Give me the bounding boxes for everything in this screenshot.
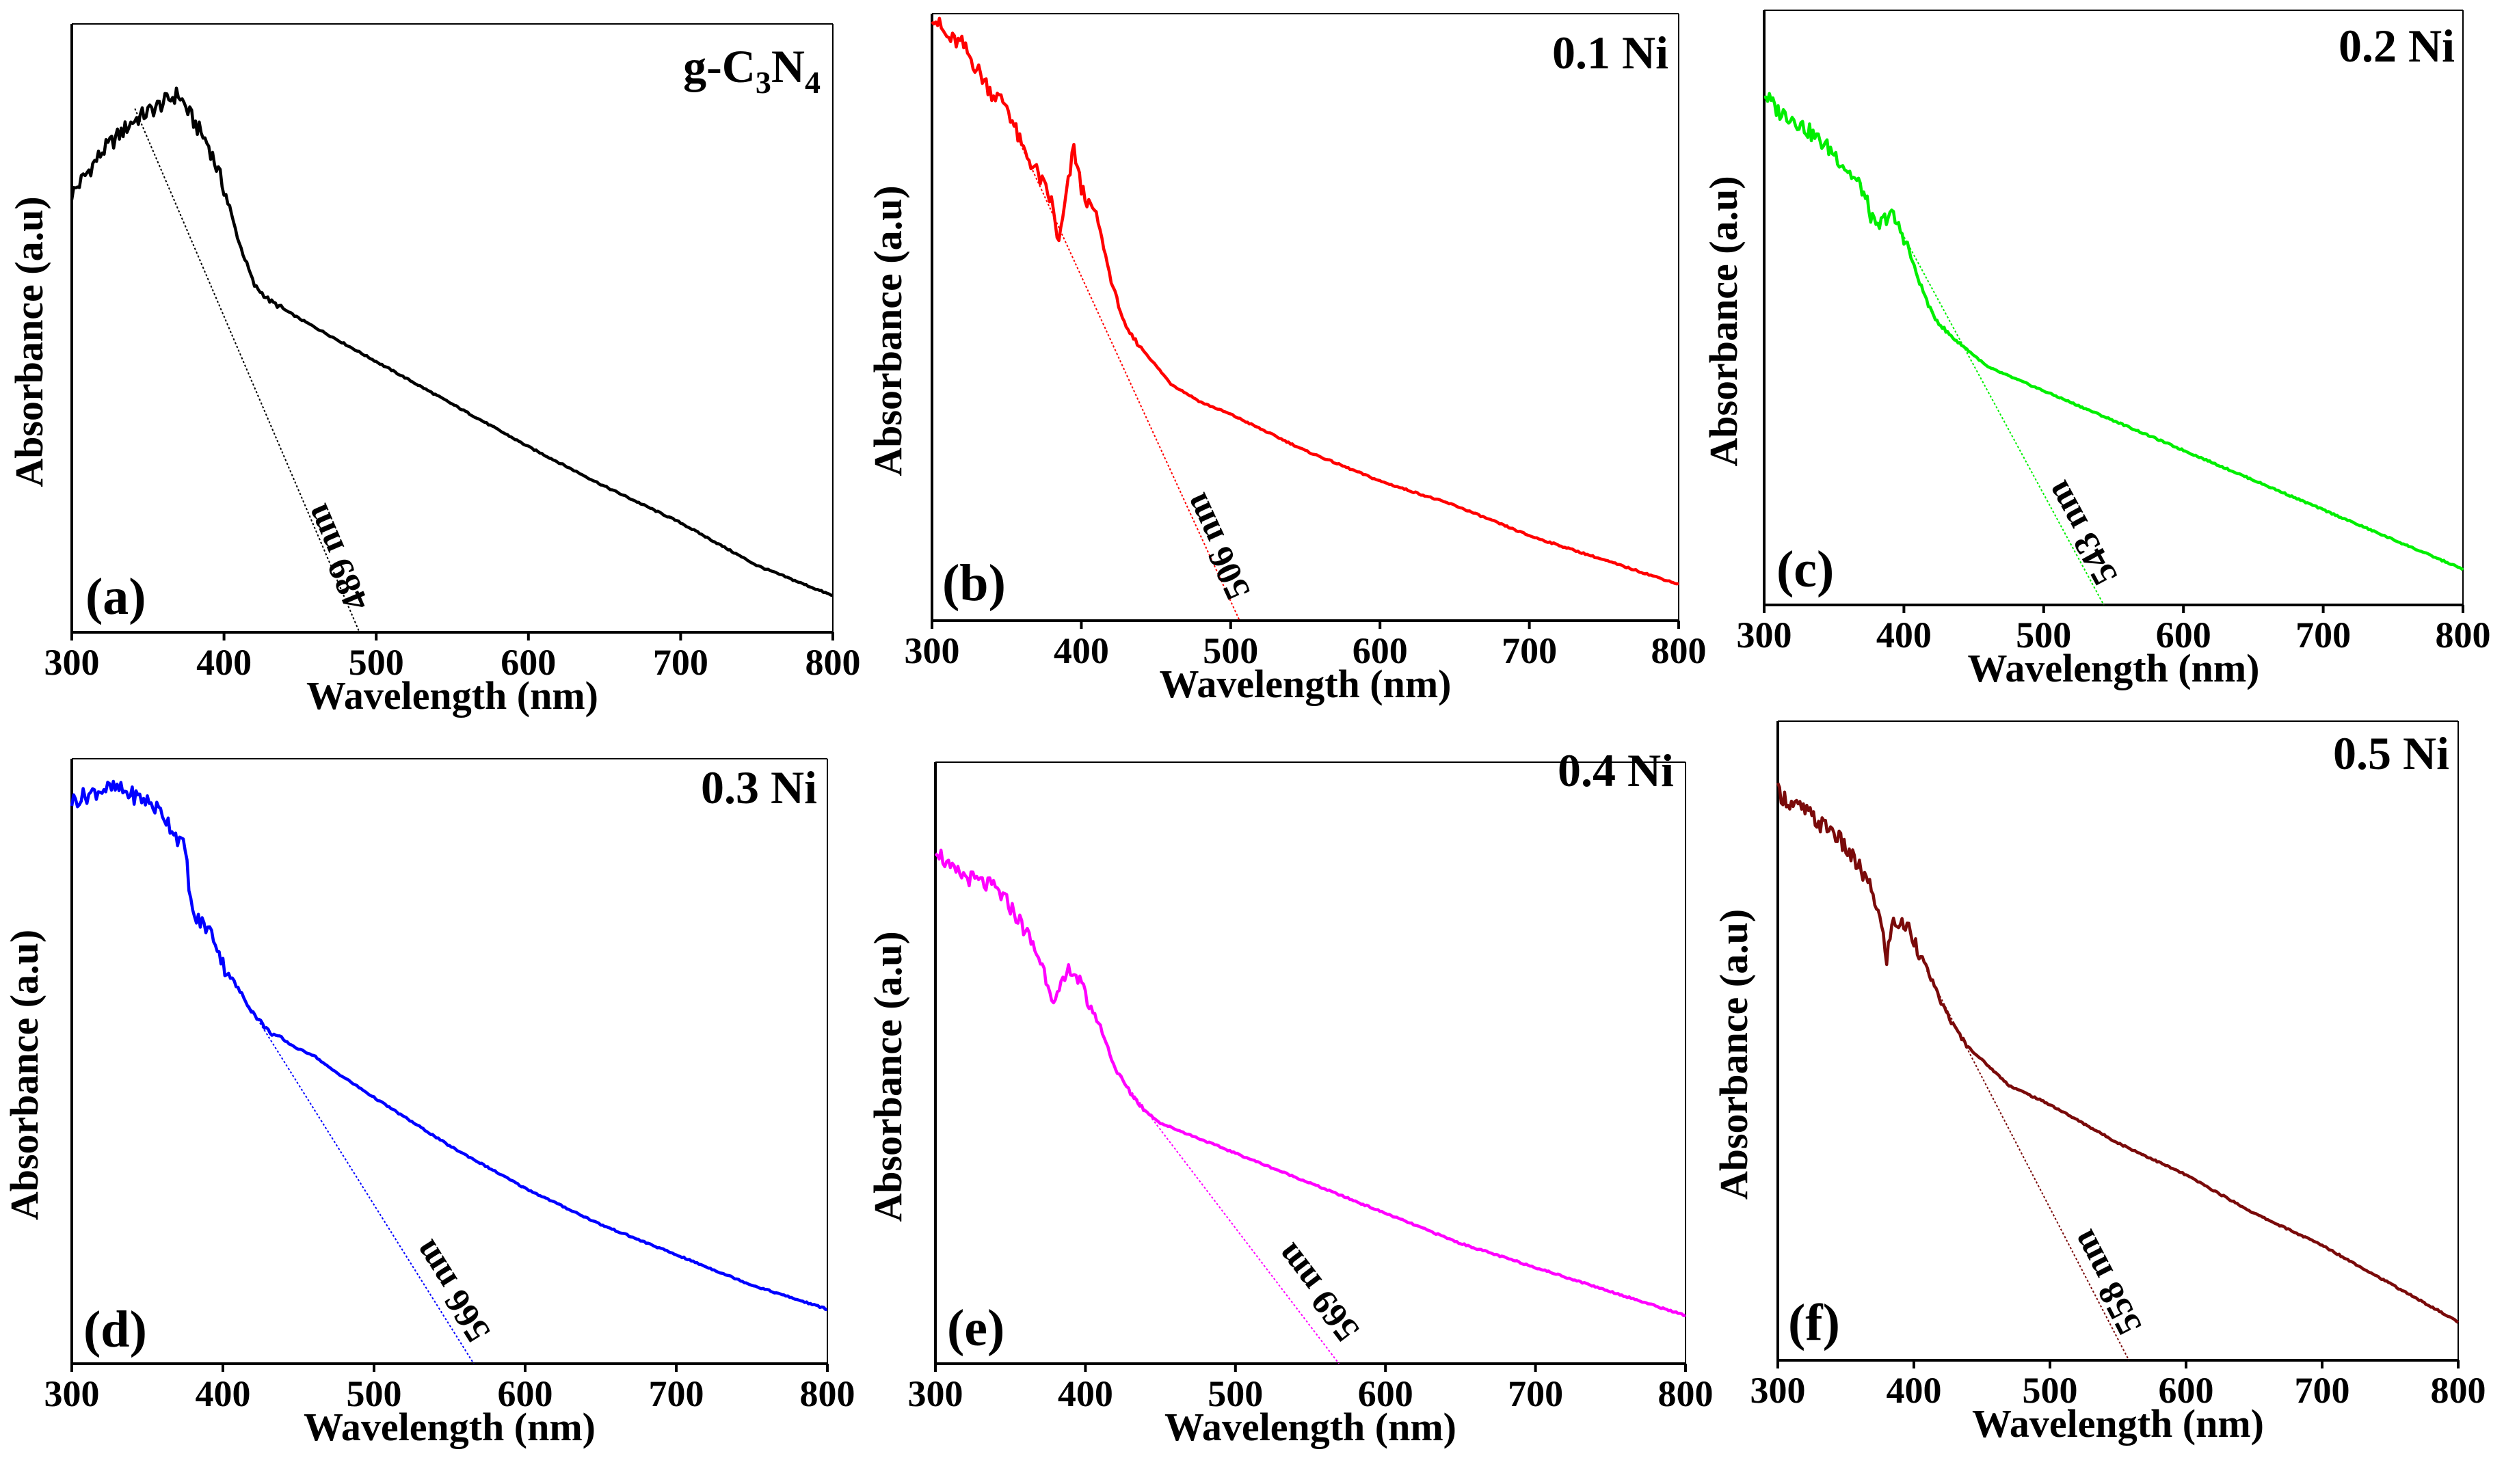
x-tick-label: 300 [44, 642, 100, 683]
panel-e: 300 400 500 600 700 800 Wavelength (nm) Absorba… [866, 744, 1714, 1449]
panel-letter: (c) [1776, 541, 1834, 598]
absorption-edge-tangent [1114, 1069, 1340, 1364]
x-tick-label: 800 [1658, 1373, 1714, 1414]
x-axis-title: Wavelength (nm) [1160, 662, 1452, 706]
absorption-edge-tangent [248, 1005, 475, 1364]
absorption-edge-tangent [1926, 970, 2130, 1361]
panel-b: 300 400 500 600 700 800 Wavelength (nm) Absorba… [866, 13, 1707, 706]
x-tick-label: 500 [2016, 615, 2071, 656]
x-tick-label: 300 [905, 630, 960, 671]
x-tick-label: 700 [2295, 1370, 2350, 1411]
absorbance-spectrum-line [931, 16, 1679, 586]
sample-label: 0.3 Ni [701, 761, 817, 813]
sample-label: 0.2 Ni [2339, 20, 2455, 72]
panel-c: 300 400 500 600 700 800 Wavelength (nm) Absorba… [1701, 10, 2491, 690]
panel-letter: (f) [1788, 1294, 1840, 1351]
panel-d: 300 400 500 600 700 800 Wavelength (nm) Absorba… [2, 758, 855, 1449]
y-axis-title: Absorbance (a.u) [2, 930, 46, 1220]
y-axis-title: Absorbance (a.u) [1711, 909, 1756, 1200]
absorption-edge-label: 506 nm [1176, 487, 1258, 605]
x-tick-label: 500 [349, 642, 404, 683]
x-tick-label: 400 [1054, 630, 1109, 671]
x-axis-title: Wavelength (nm) [1968, 646, 2260, 690]
x-tick-label: 600 [2159, 1370, 2214, 1411]
x-tick-label: 400 [1887, 1370, 1942, 1411]
panel-letter: (d) [83, 1301, 147, 1358]
x-axis-title: Wavelength (nm) [304, 1405, 596, 1449]
x-tick-label: 800 [805, 642, 861, 683]
x-tick-label: 800 [1651, 630, 1707, 671]
absorption-edge-tangent [1018, 140, 1240, 621]
x-tick-label: 500 [1208, 1373, 1263, 1414]
x-axis-title: Wavelength (nm) [1164, 1405, 1456, 1449]
x-tick-label: 400 [196, 642, 252, 683]
x-tick-label: 700 [1502, 630, 1557, 671]
x-tick-label: 400 [196, 1373, 251, 1414]
x-tick-label: 600 [1353, 630, 1408, 671]
sample-label: 0.1 Ni [1552, 27, 1668, 79]
x-tick-label: 300 [1737, 615, 1792, 656]
panel-a: 300 400 500 600 700 800 Wavelength (nm) Absorba… [7, 23, 861, 718]
absorption-edge-tangent [134, 108, 360, 633]
absorbance-spectrum-line [70, 779, 828, 1311]
x-tick-label: 500 [2023, 1370, 2078, 1411]
sample-label: g-C3N4 [683, 40, 821, 100]
panel-letter: (b) [942, 554, 1006, 612]
x-tick-label: 800 [800, 1373, 855, 1414]
x-tick-label: 500 [1203, 630, 1258, 671]
absorption-edge-tangent [1895, 222, 2105, 606]
x-tick-label: 400 [1058, 1373, 1113, 1414]
absorbance-spectrum-line [70, 86, 834, 597]
x-tick-label: 300 [908, 1373, 963, 1414]
x-tick-label: 700 [649, 1373, 704, 1414]
y-axis-title: Absorbance (a.u) [866, 931, 910, 1222]
absorption-edge-label: 558 nm [2064, 1224, 2150, 1340]
x-tick-label: 600 [1358, 1373, 1413, 1414]
panel-letter: (e) [947, 1299, 1004, 1357]
sample-label: 0.4 Ni [1558, 744, 1674, 796]
panel-letter: (a) [85, 568, 146, 625]
absorption-edge-label: 569 nm [1268, 1236, 1367, 1348]
x-tick-label: 600 [498, 1373, 553, 1414]
x-tick-label: 300 [44, 1373, 100, 1414]
y-axis-title: Absorbance (a.u) [1701, 176, 1746, 466]
sample-label: 0.5 Ni [2333, 727, 2449, 779]
x-tick-label: 600 [501, 642, 556, 683]
x-tick-label: 500 [347, 1373, 402, 1414]
panel-f: 300 400 500 600 700 800 Wavelength (nm) Absorba… [1711, 720, 2486, 1446]
x-tick-label: 800 [2436, 615, 2491, 656]
x-tick-label: 700 [1508, 1373, 1563, 1414]
absorption-edge-label: 566 nm [405, 1233, 498, 1349]
x-axis-title: Wavelength (nm) [306, 673, 598, 718]
y-axis-title: Absorbance (a.u) [866, 185, 910, 476]
x-tick-label: 700 [653, 642, 708, 683]
x-tick-label: 300 [1750, 1370, 1806, 1411]
x-tick-label: 400 [1876, 615, 1932, 656]
absorbance-spectrum-line [1776, 782, 2460, 1324]
absorbance-spectrum-line [934, 848, 1686, 1317]
absorption-edge-label: 543 nm [2038, 474, 2125, 591]
y-axis-title: Absorbance (a.u) [7, 196, 51, 487]
x-axis-title: Wavelength (nm) [1972, 1401, 2264, 1446]
x-tick-label: 600 [2156, 615, 2211, 656]
x-tick-label: 800 [2431, 1370, 2486, 1411]
absorbance-spectrum-line [1763, 92, 2464, 571]
absorption-edge-label: 489 nm [297, 499, 377, 617]
x-tick-label: 700 [2295, 615, 2351, 656]
